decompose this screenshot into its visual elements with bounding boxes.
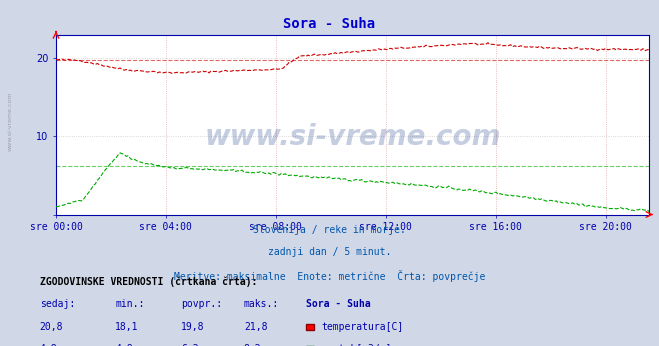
- Text: Meritve: maksimalne  Enote: metrične  Črta: povprečje: Meritve: maksimalne Enote: metrične Črta…: [174, 270, 485, 282]
- Text: 8,2: 8,2: [244, 344, 262, 346]
- Text: www.si-vreme.com: www.si-vreme.com: [204, 123, 501, 151]
- Text: maks.:: maks.:: [244, 299, 279, 309]
- Text: www.si-vreme.com: www.si-vreme.com: [8, 91, 13, 151]
- Text: temperatura[C]: temperatura[C]: [321, 322, 403, 332]
- Text: 4,8: 4,8: [40, 344, 57, 346]
- Text: zadnji dan / 5 minut.: zadnji dan / 5 minut.: [268, 247, 391, 257]
- Text: sedaj:: sedaj:: [40, 299, 74, 309]
- Text: 20,8: 20,8: [40, 322, 63, 332]
- Text: Slovenija / reke in morje.: Slovenija / reke in morje.: [253, 225, 406, 235]
- Text: 4,8: 4,8: [115, 344, 133, 346]
- Text: 18,1: 18,1: [115, 322, 139, 332]
- Text: 21,8: 21,8: [244, 322, 268, 332]
- Text: ZGODOVINSKE VREDNOSTI (črtkana črta):: ZGODOVINSKE VREDNOSTI (črtkana črta):: [40, 277, 257, 287]
- Text: povpr.:: povpr.:: [181, 299, 222, 309]
- Text: min.:: min.:: [115, 299, 145, 309]
- Text: 19,8: 19,8: [181, 322, 205, 332]
- Text: 6,2: 6,2: [181, 344, 199, 346]
- Text: pretok[m3/s]: pretok[m3/s]: [321, 344, 391, 346]
- Text: Sora - Suha: Sora - Suha: [283, 17, 376, 31]
- Text: Sora - Suha: Sora - Suha: [306, 299, 371, 309]
